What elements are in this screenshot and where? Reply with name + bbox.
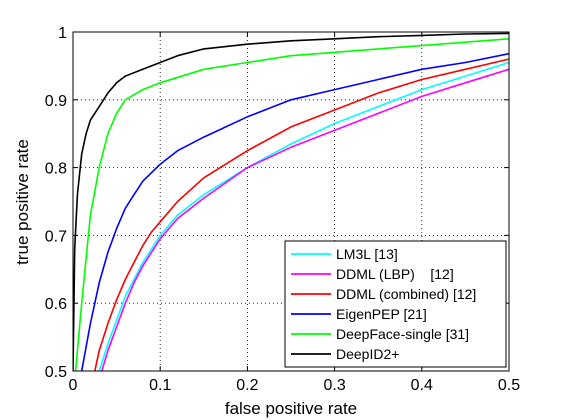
y-tick-label: 1 xyxy=(58,25,67,42)
series-line-3 xyxy=(80,52,509,371)
legend-label: DeepID2+ xyxy=(336,346,399,362)
series-line-0 xyxy=(98,61,509,371)
legend-box xyxy=(284,240,507,368)
y-tick-label: 0.7 xyxy=(45,228,67,245)
x-tick-label: 0.3 xyxy=(323,377,345,394)
series-line-1 xyxy=(101,68,509,371)
y-tick-label: 0.6 xyxy=(45,296,67,313)
legend-label: DDML (combined) [12] xyxy=(336,286,476,302)
x-tick-label: 0.5 xyxy=(498,377,520,394)
y-tick-label: 0.9 xyxy=(45,93,67,110)
legend-label: DDML (LBP) [12] xyxy=(336,266,454,282)
x-tick-label: 0.1 xyxy=(149,377,171,394)
x-tick-label: 0 xyxy=(69,377,78,394)
series-line-4 xyxy=(74,38,509,371)
x-axis-label: false positive rate xyxy=(225,399,357,418)
y-tick-label: 0.8 xyxy=(45,161,67,178)
series-line-2 xyxy=(94,58,509,371)
series-layer xyxy=(73,32,509,371)
axes-frame xyxy=(72,31,510,372)
y-axis-label: true positive rate xyxy=(13,139,32,265)
legend: LM3L [13] DDML (LBP) [12] DDML (combined) … xyxy=(284,240,507,368)
x-tick-label: 0.4 xyxy=(411,377,433,394)
y-tick-label: 0.5 xyxy=(45,364,67,381)
legend-label: EigenPEP [21] xyxy=(336,306,427,322)
legend-label: DeepFace-single [31] xyxy=(336,326,469,342)
x-tick-label: 0.2 xyxy=(236,377,258,394)
tick-labels: 0 0.1 0.2 0.3 0.4 0.5 0.5 0.6 0.7 0.8 0.9 1 xyxy=(45,25,520,394)
grid xyxy=(73,32,509,371)
legend-label: LM3L [13] xyxy=(336,246,398,262)
series-line-5 xyxy=(73,32,509,371)
